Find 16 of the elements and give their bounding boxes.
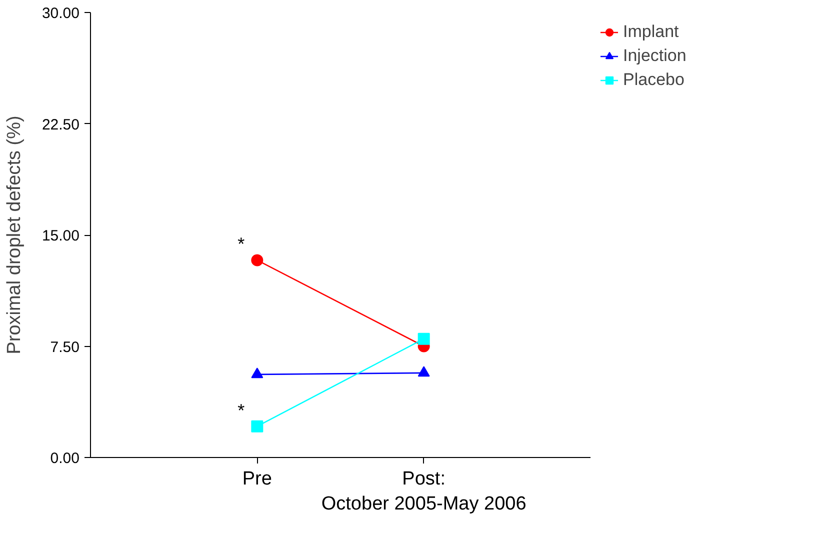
y-tick-label: 7.50 bbox=[50, 338, 80, 356]
y-axis-title: Proximal droplet defects (%) bbox=[4, 116, 25, 354]
y-tick-label: 22.50 bbox=[42, 116, 80, 134]
x-tick-label: Pre bbox=[242, 468, 272, 490]
point bbox=[418, 332, 430, 345]
annotation: * bbox=[238, 234, 245, 254]
legend-label: Implant bbox=[623, 22, 679, 42]
x-tick-label: Post: October 2005-May 2006 bbox=[321, 468, 526, 515]
y-tick-label: 15.00 bbox=[42, 228, 80, 244]
y-tick-label: 30.00 bbox=[42, 5, 80, 22]
legend-label: Placebo bbox=[623, 70, 684, 90]
point bbox=[251, 254, 264, 266]
legend-label: Injection bbox=[623, 46, 686, 66]
point bbox=[251, 420, 264, 432]
annotation: * bbox=[238, 400, 245, 420]
y-tick-label: 0.00 bbox=[50, 450, 80, 467]
